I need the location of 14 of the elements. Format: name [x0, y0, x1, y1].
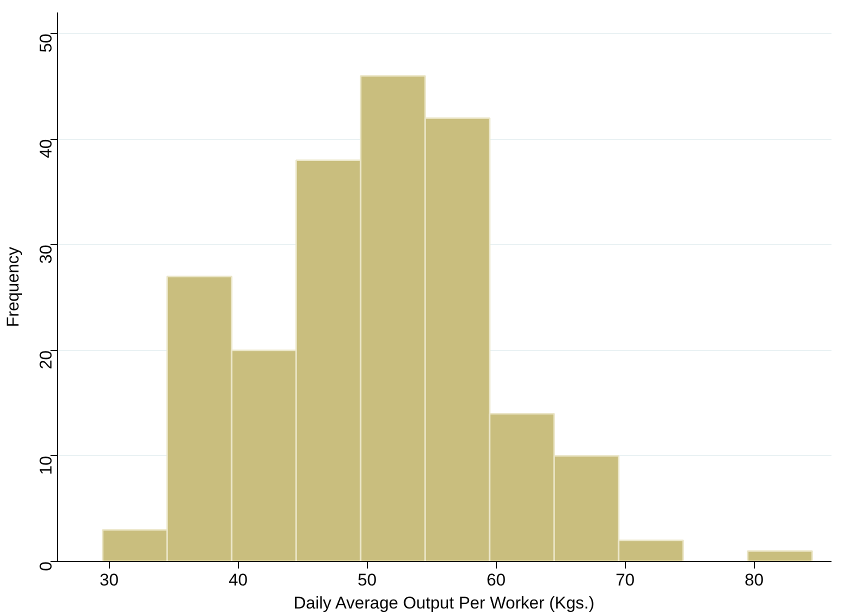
x-tick-label: 60	[486, 570, 506, 590]
x-tick-label: 40	[228, 570, 248, 590]
x-tick-label: 70	[616, 570, 635, 590]
y-axis-title: Frequency	[4, 246, 22, 328]
y-tick-label: 40	[36, 139, 56, 158]
x-axis-title: Daily Average Output Per Worker (Kgs.)	[294, 594, 594, 612]
y-tick-label: 20	[36, 350, 56, 370]
x-tick-label: 80	[744, 570, 764, 590]
x-tick-label: 50	[358, 570, 377, 590]
y-tick-label: 10	[36, 456, 56, 475]
y-tick-label: 0	[36, 561, 56, 571]
x-tick-label: 30	[100, 570, 119, 590]
y-tick-label: 30	[36, 244, 56, 264]
y-tick-label: 50	[36, 34, 56, 53]
